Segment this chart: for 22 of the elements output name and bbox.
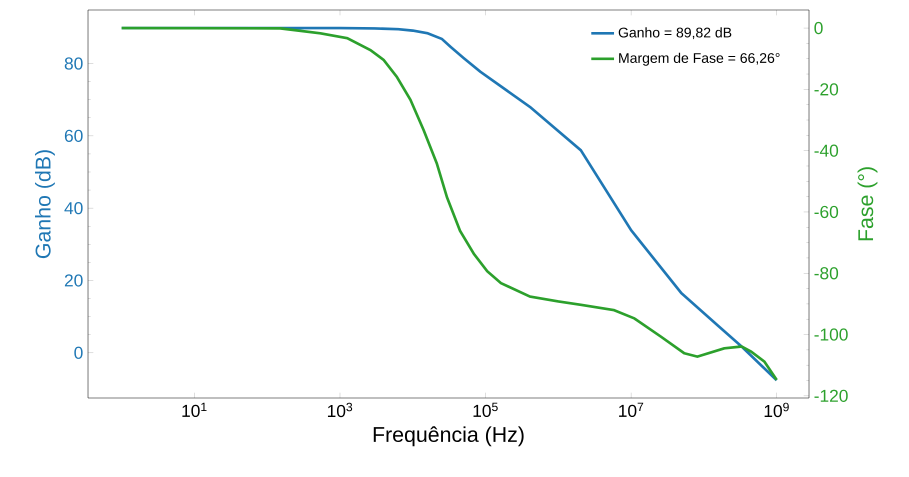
y2-tick-label: -120	[814, 390, 848, 402]
y2-axis-title: Fase (°)	[858, 167, 878, 240]
x-tick-label: 10$^{9}$	[764, 402, 789, 418]
legend-label: Margem de Fase = 66,26°	[619, 52, 780, 66]
x-axis-title: Frequência (Hz)	[374, 426, 524, 446]
y2-tick-label: -20	[814, 83, 838, 96]
y2-tick-label: -100	[814, 328, 848, 341]
x-tick-label: 10$^{5}$	[474, 402, 498, 418]
y2-tick-label: 0	[814, 22, 823, 34]
y-tick-label: 0	[74, 346, 83, 359]
y-tick-label: 20	[64, 274, 83, 287]
y2-tick-label: -40	[814, 144, 838, 157]
x-tick-label: 10$^{1}$	[182, 402, 207, 418]
y-tick-label: 80	[64, 57, 83, 70]
y-tick-label: 40	[64, 202, 83, 214]
legend-label: Ganho = 89,82 dB	[618, 27, 732, 40]
y2-tick-label: -60	[814, 206, 838, 218]
y-tick-label: 60	[64, 130, 83, 142]
y-axis-title: Ganho (dB)	[34, 150, 55, 258]
x-tick-label: 10$^{7}$	[619, 402, 644, 418]
y2-tick-label: -80	[814, 267, 838, 280]
x-tick-label: 10$^{3}$	[328, 402, 352, 418]
